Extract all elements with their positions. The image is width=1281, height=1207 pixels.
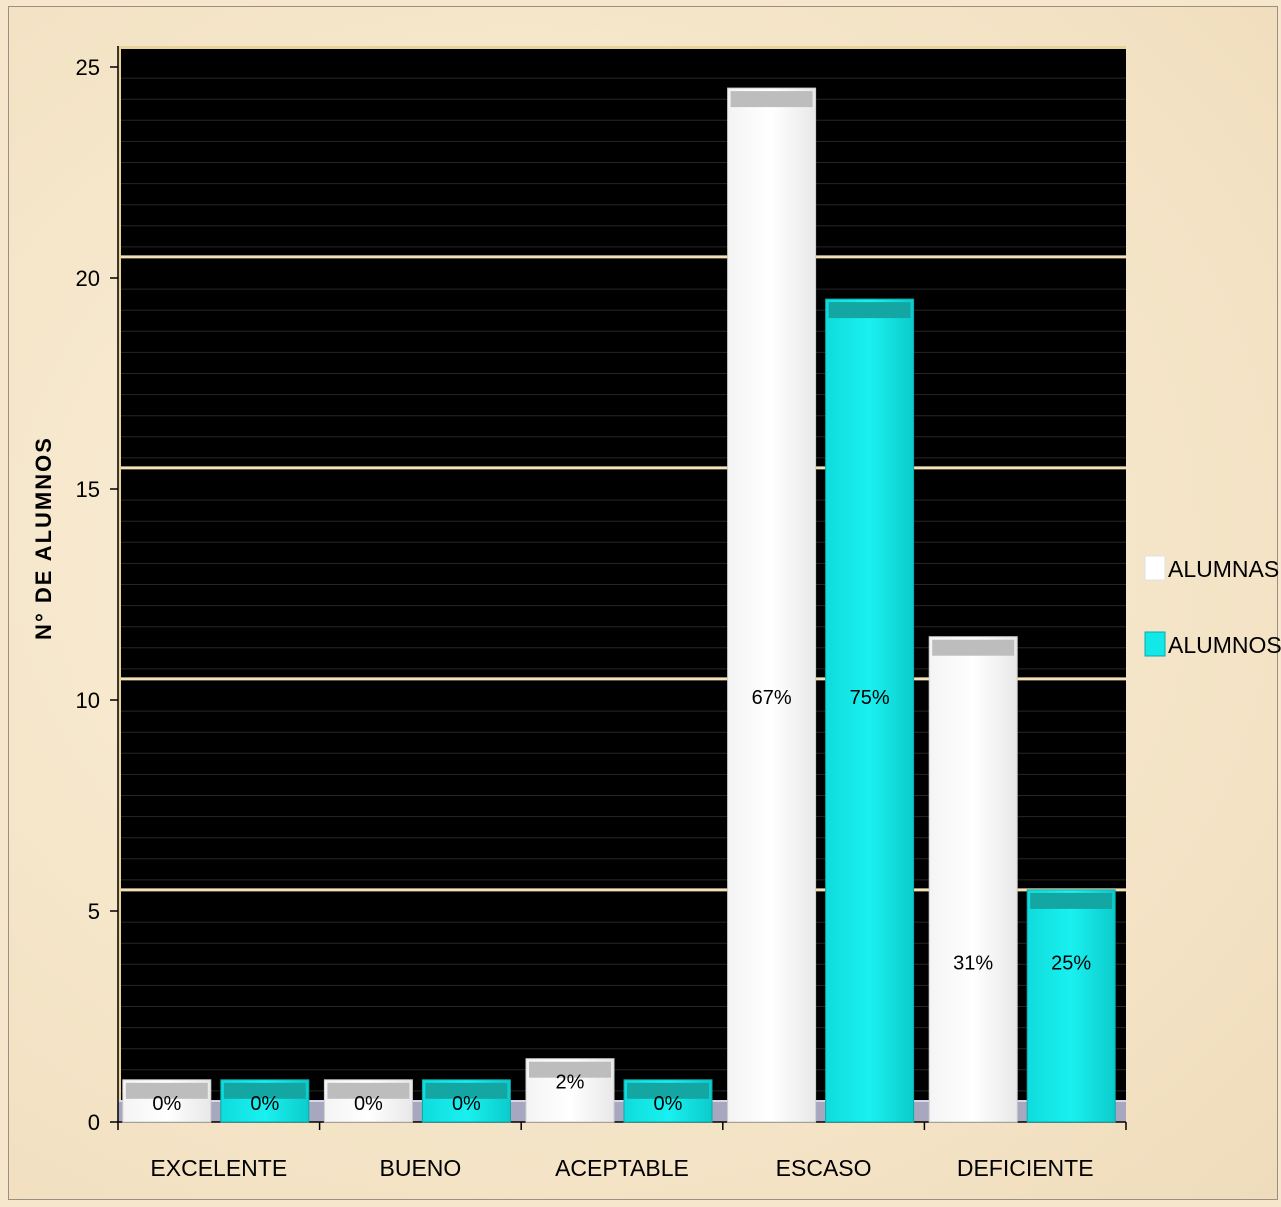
y-axis-label: N° DE ALUMNOS	[31, 436, 56, 640]
bar-top-cap	[1030, 892, 1113, 909]
y-tick-label: 25	[76, 55, 100, 80]
bar-alumnos	[1026, 889, 1116, 1123]
y-tick-label: 15	[76, 477, 100, 502]
bar-value-label: 75%	[850, 687, 890, 709]
bar-top-cap	[627, 1082, 709, 1099]
legend-label-alumnos: ALUMNOS	[1168, 632, 1281, 658]
y-tick-label: 5	[88, 899, 100, 924]
legend-swatch-alumnas	[1144, 555, 1166, 581]
bar-value-label: 67%	[752, 687, 792, 709]
y-tick-label: 0	[88, 1110, 100, 1135]
bar-top-cap	[529, 1061, 611, 1078]
bar-top-cap	[828, 302, 911, 319]
bar-alumnas	[727, 87, 817, 1123]
plot-top-edge	[118, 46, 1126, 49]
bar-top-cap	[932, 639, 1015, 656]
bar-value-label: 31%	[953, 953, 993, 975]
bar-value-label: 0%	[152, 1093, 181, 1115]
bar-alumnos	[825, 298, 915, 1123]
bar-value-label: 0%	[654, 1093, 683, 1115]
bar-top-cap	[327, 1082, 410, 1099]
x-category-label: BUENO	[380, 1155, 462, 1181]
bar-top-cap	[125, 1082, 208, 1099]
bar-value-label: 0%	[452, 1093, 481, 1115]
bar-value-label: 2%	[556, 1072, 585, 1094]
bar-top-cap	[425, 1082, 508, 1099]
legend-label-alumnas: ALUMNAS	[1168, 556, 1279, 582]
bar-value-label: 0%	[250, 1093, 279, 1115]
y-tick-label: 10	[76, 688, 100, 713]
plot-left-edge	[118, 46, 121, 1122]
y-tick-label: 20	[76, 266, 100, 291]
bar-alumnas	[928, 636, 1018, 1123]
bar-top-cap	[730, 91, 813, 108]
x-category-label: ESCASO	[776, 1155, 872, 1181]
bar-top-cap	[223, 1082, 306, 1099]
bar-value-label: 25%	[1051, 953, 1091, 975]
bar-value-label: 0%	[354, 1093, 383, 1115]
x-category-label: EXCELENTE	[150, 1155, 287, 1181]
x-category-label: ACEPTABLE	[555, 1155, 689, 1181]
legend-swatch-alumnos	[1144, 631, 1166, 657]
x-category-label: DEFICIENTE	[957, 1155, 1094, 1181]
